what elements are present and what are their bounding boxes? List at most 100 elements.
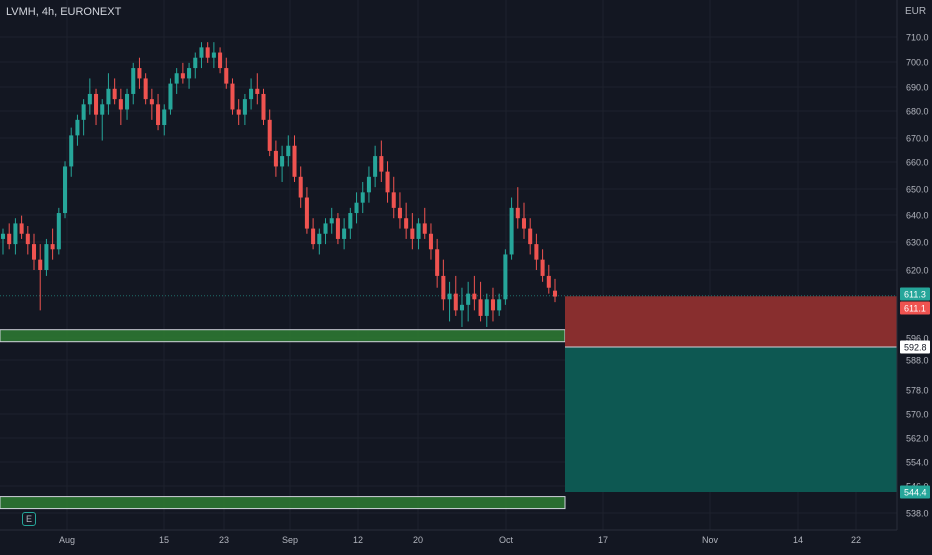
- candle-body: [453, 293, 458, 311]
- candle-body: [323, 223, 328, 234]
- candle-body: [7, 233, 12, 245]
- candle-body: [193, 57, 198, 69]
- time-axis: [0, 530, 932, 550]
- candle: [118, 88, 123, 126]
- candle: [50, 228, 55, 260]
- candle-body: [311, 228, 316, 245]
- candle-body: [174, 73, 179, 84]
- candle-body: [515, 207, 520, 219]
- candle: [94, 88, 99, 126]
- candle-body: [131, 68, 136, 94]
- candle-body: [335, 218, 340, 239]
- y-tick-label: 670.0: [906, 134, 929, 144]
- candle-body: [125, 93, 130, 110]
- candle-body: [180, 73, 185, 79]
- candle-body: [63, 166, 68, 214]
- candle-body: [503, 254, 508, 300]
- x-tick-label: 20: [413, 535, 423, 545]
- y-tick-label: 562.0: [906, 434, 929, 444]
- candle-body: [441, 275, 446, 300]
- candle: [397, 192, 402, 229]
- price-label-bg: [900, 301, 930, 315]
- candle: [373, 145, 378, 188]
- candle: [478, 281, 483, 322]
- candle: [366, 166, 371, 203]
- candle: [416, 218, 421, 250]
- earnings-event-marker[interactable]: E: [22, 512, 36, 526]
- candle-body: [546, 275, 551, 288]
- support-zone-1: [0, 329, 566, 343]
- candle: [348, 207, 353, 239]
- candle-body: [540, 259, 545, 276]
- candle: [156, 93, 161, 131]
- candle: [230, 78, 235, 115]
- y-tick-label: 650.0: [906, 185, 929, 195]
- candle-body: [478, 299, 483, 316]
- y-tick-label: 538.0: [906, 509, 929, 519]
- candle-body: [143, 78, 148, 100]
- x-tick-label: 15: [159, 535, 169, 545]
- candle: [472, 275, 477, 311]
- y-tick-label: 680.0: [906, 107, 929, 117]
- candle-body: [75, 119, 80, 136]
- candle: [428, 223, 433, 260]
- x-tick-label: Aug: [59, 535, 75, 545]
- candle-body: [112, 88, 117, 100]
- x-tick-label: 17: [598, 535, 608, 545]
- candle: [31, 233, 37, 270]
- price-label-bg: [900, 485, 930, 499]
- candle: [218, 47, 223, 74]
- candle-body: [329, 218, 334, 224]
- candle: [87, 78, 92, 115]
- candle: [38, 244, 43, 311]
- candle: [236, 99, 241, 126]
- x-tick-label: 14: [793, 535, 803, 545]
- candle: [515, 187, 520, 229]
- x-tick-label: Sep: [282, 535, 298, 545]
- candle: [112, 78, 117, 105]
- candle-body: [261, 93, 266, 120]
- price-label-bg: [900, 340, 930, 354]
- candle: [205, 42, 210, 63]
- candle-body: [106, 88, 111, 105]
- candle: [323, 218, 328, 245]
- candle: [503, 249, 508, 305]
- candle: [528, 218, 533, 255]
- candle-body: [31, 244, 37, 260]
- candle-body: [528, 228, 533, 245]
- candle-body: [304, 197, 309, 229]
- candle: [453, 275, 458, 316]
- candle-body: [404, 218, 409, 229]
- candle: [143, 73, 148, 105]
- candle-body: [19, 223, 24, 234]
- candle: [422, 207, 427, 239]
- candle-body: [249, 88, 254, 100]
- candle: [249, 78, 254, 110]
- candle-body: [156, 104, 161, 126]
- symbol-title[interactable]: LVMH, 4h, EURONEXT: [6, 6, 122, 18]
- candle: [187, 62, 192, 89]
- candle: [497, 293, 502, 316]
- candle-body: [100, 104, 105, 115]
- candle: [0, 228, 6, 255]
- candle: [255, 73, 260, 105]
- x-tick-label: Oct: [499, 535, 514, 545]
- candle: [317, 228, 322, 255]
- price-label-text: 611.1: [904, 304, 926, 314]
- candle-body: [459, 304, 464, 311]
- candle-body: [286, 145, 291, 157]
- candle: [447, 281, 452, 322]
- candle: [311, 218, 316, 250]
- price-label-last: 611.3: [900, 287, 930, 301]
- candle: [242, 93, 247, 126]
- candle-body: [354, 202, 359, 214]
- candle-body: [391, 192, 396, 208]
- price-label-text: 592.8: [904, 343, 927, 353]
- candle: [273, 140, 278, 177]
- candle: [137, 57, 142, 89]
- candle-body: [137, 68, 142, 79]
- price-label-text: 544.4: [904, 488, 927, 498]
- x-tick-label: 12: [353, 535, 363, 545]
